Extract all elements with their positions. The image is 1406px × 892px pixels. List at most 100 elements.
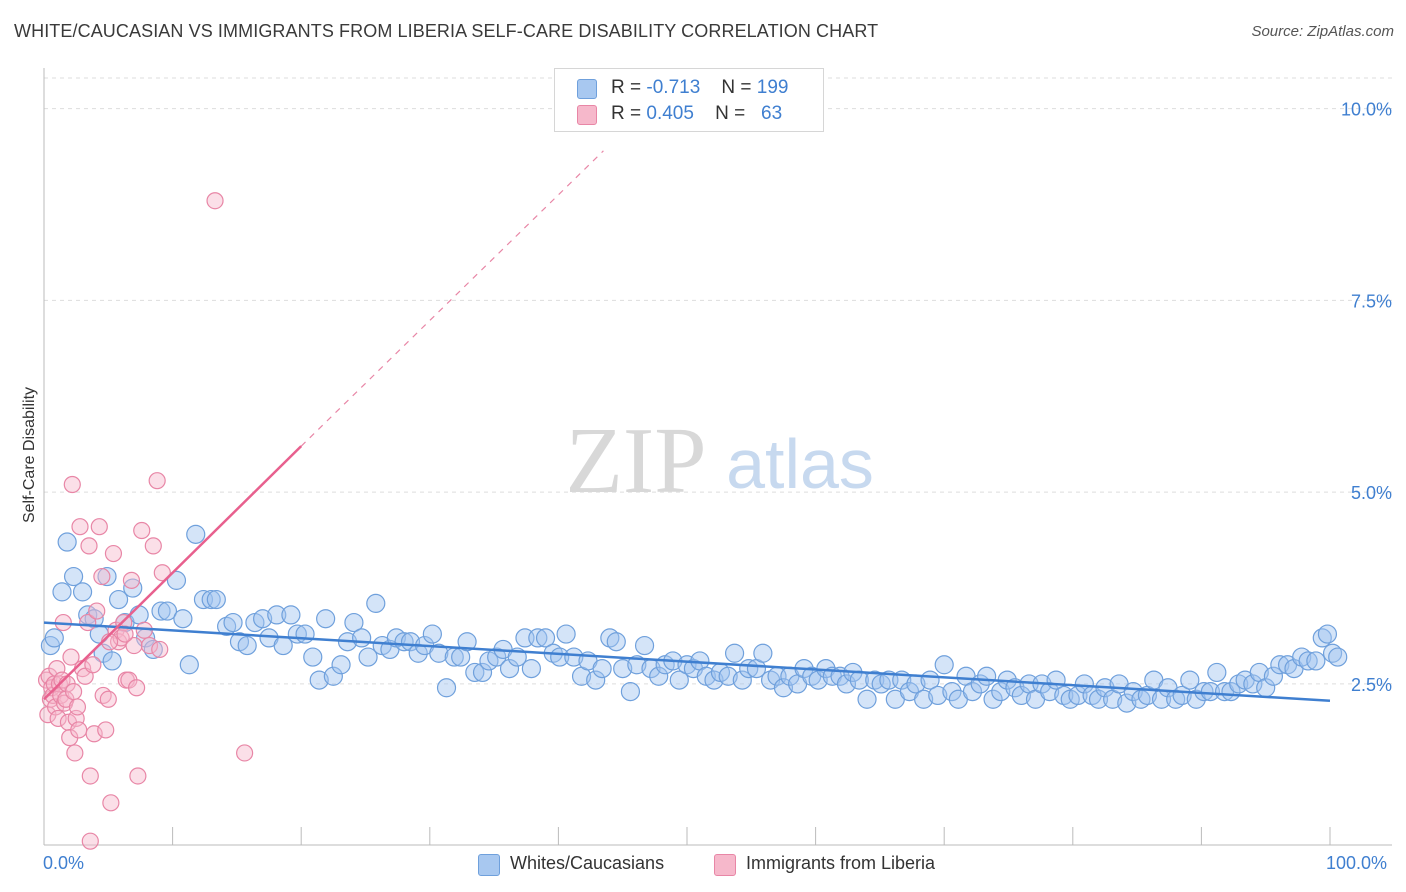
scatter-point xyxy=(323,666,343,686)
scatter-point xyxy=(99,690,117,708)
legend-r-label: R = xyxy=(611,103,642,124)
bottom-legend-swatch-liberia xyxy=(714,854,736,876)
scatter-point xyxy=(52,582,72,602)
scatter-point xyxy=(1123,681,1143,702)
scatter-point xyxy=(309,670,329,690)
trend-line-whites xyxy=(43,621,1331,703)
scatter-point xyxy=(267,605,287,625)
grid-lines xyxy=(44,77,1392,685)
scatter-point xyxy=(564,647,584,667)
scatter-point xyxy=(236,744,254,762)
scatter-point xyxy=(394,632,414,652)
y-tick-label: 7.5% xyxy=(1351,291,1392,311)
y-tick-label: 5.0% xyxy=(1351,483,1392,503)
scatter-point xyxy=(991,681,1011,702)
bottom-legend-label-whites: Whites/Caucasians xyxy=(510,853,665,873)
scatter-point xyxy=(556,624,576,644)
scatter-point xyxy=(129,767,147,785)
scatter-point xyxy=(983,689,1003,709)
scatter-point xyxy=(144,537,162,555)
scatter-point xyxy=(62,648,80,666)
scatter-point xyxy=(71,518,89,536)
y-tick-label: 10.0% xyxy=(1341,100,1392,120)
scatter-point xyxy=(179,655,199,675)
scatter-point xyxy=(934,655,954,675)
source-label: Source: ZipAtlas.com xyxy=(1251,23,1394,40)
legend-n-value: 63 xyxy=(761,103,783,124)
scatter-point xyxy=(613,658,633,679)
scatter-point xyxy=(90,518,108,536)
scatter-point xyxy=(64,682,83,701)
scatter-point xyxy=(57,532,77,552)
scatter-point xyxy=(186,524,206,544)
y-axis-label: Self-Care Disability xyxy=(21,386,38,524)
scatter-point xyxy=(592,658,612,679)
scatter-point xyxy=(206,192,224,210)
scatter-point xyxy=(914,689,934,709)
scatter-point xyxy=(122,571,141,589)
scatter-point xyxy=(586,670,606,690)
scatter-point xyxy=(535,628,556,648)
scatter-point xyxy=(465,662,485,683)
scatter-point xyxy=(81,767,99,785)
scatter-point xyxy=(634,635,655,656)
scatter-point xyxy=(1328,647,1348,667)
scatter-point xyxy=(331,655,351,675)
scatter-point xyxy=(151,601,171,621)
axes xyxy=(43,68,1392,846)
scatter-point xyxy=(358,647,378,667)
scatter-point xyxy=(457,632,477,652)
bottom-legend-label-liberia: Immigrants from Liberia xyxy=(746,853,936,873)
scatter-point xyxy=(80,537,98,555)
scatter-point xyxy=(253,609,273,629)
series-whites-points xyxy=(40,524,1348,713)
trend-lines xyxy=(43,150,1331,703)
scatter-point xyxy=(704,670,724,690)
scatter-point xyxy=(157,601,178,621)
legend-r-value: 0.405 xyxy=(646,103,694,124)
scatter-point xyxy=(1263,666,1284,686)
scatter-point xyxy=(1200,681,1221,702)
scatter-point xyxy=(1270,655,1290,675)
scatter-point xyxy=(422,624,442,644)
x-tick-min: 0.0% xyxy=(43,853,85,873)
scatter-point xyxy=(72,582,93,602)
scatter-point xyxy=(66,744,84,762)
scatter-point xyxy=(223,612,243,633)
scatter-point xyxy=(63,475,81,494)
scatter-point xyxy=(1117,693,1137,713)
scatter-point xyxy=(1298,651,1318,671)
scatter-point xyxy=(1180,670,1200,690)
legend-n-value: 199 xyxy=(756,77,789,98)
scatter-point xyxy=(97,721,115,739)
scatter-point xyxy=(724,643,745,663)
series-liberia-points xyxy=(37,192,254,850)
scatter-point xyxy=(1306,651,1326,671)
scatter-point xyxy=(93,567,111,586)
scatter-point xyxy=(649,666,669,686)
scatter-point xyxy=(1243,674,1263,694)
scatter-point xyxy=(1088,689,1109,709)
scatter-point xyxy=(108,589,129,610)
y-tick-labels: 2.5% 5.0% 7.5% 10.0% xyxy=(1341,100,1392,695)
scatter-point xyxy=(857,689,877,709)
legend-n-label: N = xyxy=(715,103,746,124)
scatter-point xyxy=(102,651,122,671)
scatter-point xyxy=(129,605,149,625)
scatter-point xyxy=(81,832,99,850)
scatter-point xyxy=(528,628,548,648)
scatter-point xyxy=(133,521,151,540)
scatter-point xyxy=(836,674,857,694)
scatter-point xyxy=(962,681,983,702)
correlation-legend: R = -0.713 N = 199 R = 0.405 N = 63 xyxy=(554,68,824,132)
scatter-point xyxy=(732,670,752,690)
scatter-point xyxy=(44,628,64,648)
scatter-point xyxy=(151,640,169,659)
scatter-point xyxy=(1317,624,1338,644)
scatter-point xyxy=(97,566,117,587)
scatter-point xyxy=(201,589,221,610)
scatter-point xyxy=(116,625,134,643)
bottom-legend-swatch-whites xyxy=(478,854,500,876)
scatter-point xyxy=(127,679,146,697)
